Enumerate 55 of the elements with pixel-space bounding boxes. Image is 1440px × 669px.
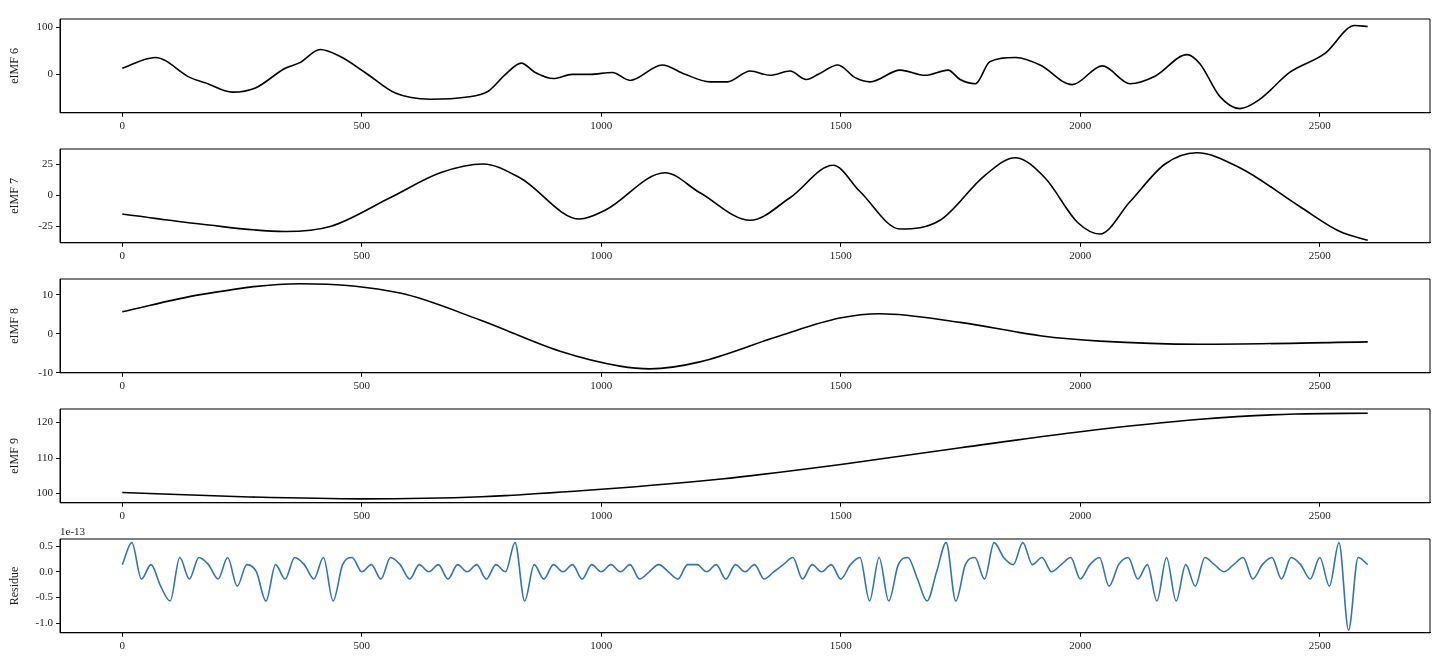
x-tick-label: 2000 xyxy=(1069,119,1092,132)
x-tick-label: 0 xyxy=(119,379,126,392)
y-tick-label: 100 xyxy=(36,20,54,33)
x-tick-label: 500 xyxy=(353,249,371,262)
x-tick-label: 1000 xyxy=(590,249,613,262)
y-tick-label: 120 xyxy=(36,415,54,428)
y-tick-label: 110 xyxy=(36,450,54,463)
x-tick-label: 1500 xyxy=(829,509,853,522)
line-series xyxy=(121,541,1369,632)
x-tick-label: 1000 xyxy=(590,379,613,392)
x-tick-label: 500 xyxy=(353,379,371,392)
x-tick-label: 2500 xyxy=(1308,249,1332,262)
x-tick-label: 2500 xyxy=(1308,509,1332,522)
x-tick-label: 1500 xyxy=(829,249,853,262)
x-tick-label: 1000 xyxy=(590,119,613,132)
x-tick-label: 2500 xyxy=(1308,379,1332,392)
x-tick-label: 2500 xyxy=(1308,119,1332,132)
y-axis-title: eIMF 7 xyxy=(7,178,22,214)
x-tick-label: 0 xyxy=(119,509,126,522)
y-axis-title: eIMF 8 xyxy=(7,308,22,344)
line-series xyxy=(121,412,1369,500)
text: 1e-13 xyxy=(60,525,86,538)
x-tick-label: 0 xyxy=(119,249,126,262)
y-axis-title: eIMF 6 xyxy=(7,48,22,84)
x-tick-label: 2000 xyxy=(1069,379,1092,392)
x-tick-label: 1500 xyxy=(829,379,853,392)
x-tick-label: 2000 xyxy=(1069,639,1092,652)
y-tick-label: 0 xyxy=(47,188,54,201)
x-tick-label: 500 xyxy=(353,639,371,652)
y-tick-label: 0.5 xyxy=(39,539,54,552)
y-tick-label: 25 xyxy=(42,156,54,169)
x-tick-label: 1000 xyxy=(590,639,613,652)
x-tick-label: 0 xyxy=(119,639,126,652)
y-tick-label: 10 xyxy=(42,287,54,300)
x-tick-label: 1500 xyxy=(829,639,853,652)
x-tick-label: 1000 xyxy=(590,509,613,522)
x-tick-label: 500 xyxy=(353,509,371,522)
line-series xyxy=(121,282,1369,370)
x-tick-label: 2000 xyxy=(1069,509,1092,522)
y-tick-label: -25 xyxy=(38,219,54,232)
y-axis-title: eIMF 9 xyxy=(7,438,22,474)
y-tick-label: -1.0 xyxy=(35,615,54,628)
x-tick-label: 1500 xyxy=(829,119,853,132)
x-tick-label: 2500 xyxy=(1308,639,1332,652)
y-axis-title: Residue xyxy=(7,566,22,606)
y-tick-label: -10 xyxy=(38,365,54,378)
x-tick-label: 0 xyxy=(119,119,126,132)
y-tick-label: -0.5 xyxy=(35,590,54,603)
x-tick-label: 500 xyxy=(353,119,371,132)
y-tick-label: 0 xyxy=(47,67,54,80)
y-tick-label: 100 xyxy=(36,486,54,499)
y-tick-label: 0 xyxy=(47,326,54,339)
y-tick-label: 0.0 xyxy=(39,564,54,577)
line-series xyxy=(121,24,1369,110)
x-tick-label: 2000 xyxy=(1069,249,1092,262)
